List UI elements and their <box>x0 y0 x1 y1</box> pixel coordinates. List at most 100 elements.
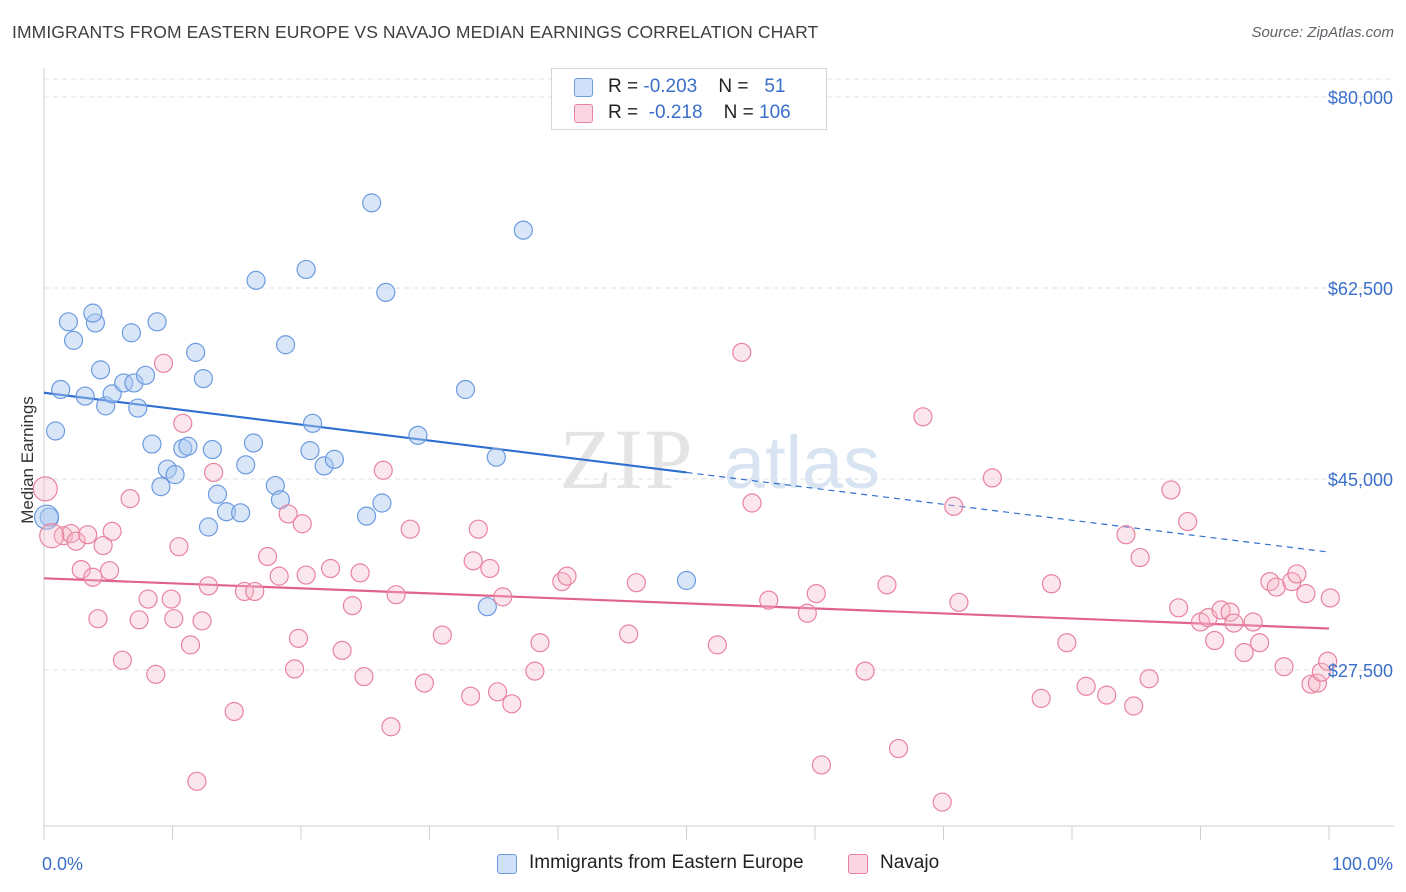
point-navajo <box>707 635 727 655</box>
point-large <box>32 476 58 502</box>
point-navajo <box>982 468 1002 488</box>
point-navajo <box>350 563 370 583</box>
legend-swatch-blue <box>497 854 517 874</box>
point-navajo <box>913 407 933 427</box>
point-navajo <box>949 592 969 612</box>
y-tick-labels: $80,000 $62,500 $45,000 $27,500 <box>1328 88 1393 681</box>
legend-row-eastern-europe: R = -0.203 N = 51 <box>574 75 785 101</box>
point-eastern-europe <box>165 465 185 485</box>
point-navajo <box>164 609 184 629</box>
point-navajo <box>120 489 140 509</box>
point-navajo <box>169 537 189 557</box>
trend-line-eastern-europe <box>43 391 687 474</box>
point-eastern-europe <box>296 259 316 280</box>
point-eastern-europe <box>243 433 264 453</box>
point-navajo <box>1320 588 1340 608</box>
point-navajo <box>1116 525 1136 545</box>
trend-lines <box>43 391 1330 630</box>
source-label: Source: ZipAtlas.com <box>1251 24 1394 41</box>
point-eastern-europe <box>362 193 382 213</box>
y-tick-label: $80,000 <box>1328 88 1393 108</box>
legend-r-value: -0.218 <box>648 102 703 123</box>
point-navajo <box>386 585 406 605</box>
point-navajo <box>245 581 265 602</box>
point-eastern-europe <box>486 447 506 467</box>
point-eastern-europe <box>121 323 141 343</box>
point-navajo <box>102 521 122 541</box>
point-eastern-europe <box>356 506 377 526</box>
point-navajo <box>192 611 212 631</box>
point-eastern-europe <box>324 449 345 469</box>
point-eastern-europe <box>302 413 323 433</box>
point-navajo <box>296 565 316 585</box>
point-eastern-europe <box>151 477 171 497</box>
point-navajo <box>320 558 341 579</box>
point-eastern-europe <box>676 570 697 591</box>
point-navajo <box>1311 662 1331 682</box>
point-navajo <box>797 603 817 623</box>
point-navajo <box>138 589 158 609</box>
point-eastern-europe <box>376 282 396 302</box>
point-navajo <box>257 546 278 567</box>
point-eastern-europe <box>216 502 237 522</box>
point-eastern-europe <box>265 475 285 496</box>
point-eastern-europe <box>236 455 256 475</box>
legend-r-label: R = <box>608 76 644 97</box>
point-navajo <box>1307 673 1328 693</box>
point-navajo <box>234 581 255 602</box>
point-navajo <box>153 353 174 373</box>
point-eastern-europe <box>178 436 198 456</box>
point-navajo <box>381 717 401 737</box>
point-eastern-europe <box>300 441 320 461</box>
point-navajo <box>619 624 639 644</box>
point-navajo <box>732 342 752 362</box>
point-eastern-europe <box>83 303 103 323</box>
point-eastern-europe <box>477 597 497 617</box>
grid-lines <box>44 78 1394 671</box>
point-navajo <box>1287 564 1307 584</box>
point-navajo <box>502 694 522 714</box>
x-tick-label: 100.0% <box>1332 854 1393 874</box>
point-navajo <box>288 628 309 648</box>
point-navajo <box>187 771 207 791</box>
point-navajo <box>432 625 452 645</box>
point-navajo <box>173 413 193 433</box>
legend-n-value: 106 <box>759 102 791 123</box>
point-navajo <box>99 561 120 581</box>
legend-label: Navajo <box>880 852 940 873</box>
point-navajo <box>626 573 646 593</box>
point-navajo <box>1234 642 1254 663</box>
point-navajo <box>354 666 374 687</box>
point-navajo <box>463 551 483 571</box>
point-navajo <box>1178 511 1198 532</box>
point-navajo <box>888 738 909 759</box>
point-navajo <box>198 576 219 596</box>
point-navajo <box>742 493 762 513</box>
point-navajo <box>488 682 508 702</box>
point-eastern-europe <box>51 379 71 400</box>
legend-r-value: -0.203 <box>643 76 698 97</box>
legend-r-label: R = <box>608 102 644 123</box>
point-navajo <box>552 571 572 592</box>
point-navajo <box>112 650 132 670</box>
x-tick-label: 0.0% <box>42 854 83 874</box>
legend-n-label: N = <box>718 76 754 97</box>
point-navajo <box>146 664 166 684</box>
x-tick-labels: 0.0% 100.0% <box>42 854 1393 874</box>
point-navajo <box>461 686 481 706</box>
point-eastern-europe <box>124 373 144 393</box>
point-navajo <box>1031 688 1051 708</box>
point-navajo <box>1041 574 1062 594</box>
point-navajo <box>932 792 952 812</box>
point-navajo <box>1124 696 1144 716</box>
point-eastern-europe <box>75 386 95 406</box>
legend-swatch-pink <box>574 104 593 123</box>
point-navajo <box>525 661 545 681</box>
point-navajo <box>66 531 86 551</box>
point-navajo <box>1220 602 1240 622</box>
trend-line-eastern-europe-extension <box>686 471 1330 553</box>
point-eastern-europe <box>231 503 251 523</box>
legend-n-label: N = <box>723 102 760 123</box>
point-navajo <box>71 559 91 580</box>
point-navajo <box>204 462 224 483</box>
